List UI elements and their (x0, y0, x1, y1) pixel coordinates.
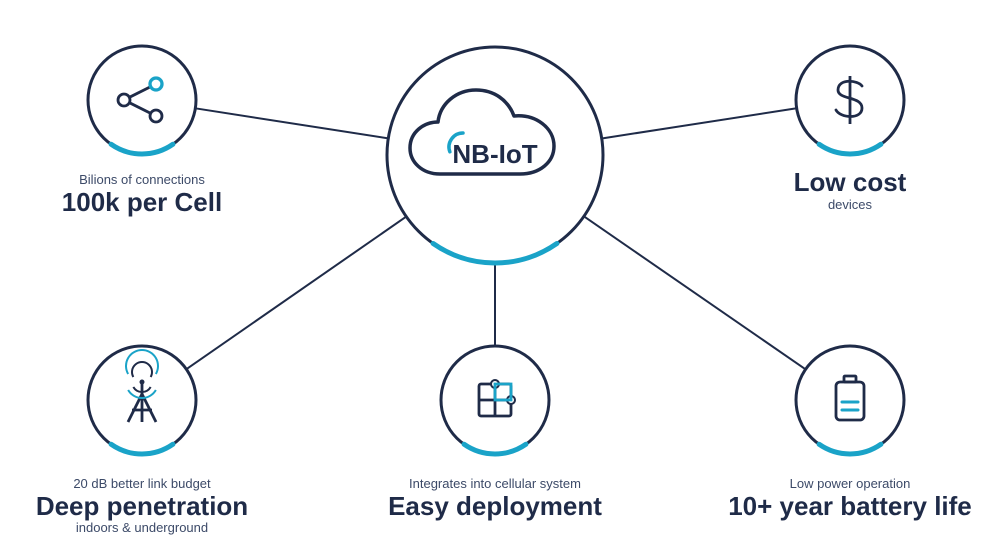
label-penetration: 20 dB better link budgetDeep penetration… (2, 476, 282, 536)
label-title-deployment: Easy deployment (345, 492, 645, 521)
diagram-svg: NB-IoT (0, 0, 990, 557)
node-lowcost (796, 46, 904, 154)
label-sub-lowcost: devices (750, 197, 950, 213)
label-sup-battery: Low power operation (700, 476, 990, 492)
label-title-battery: 10+ year battery life (700, 492, 990, 521)
label-lowcost: Low costdevices (750, 168, 950, 212)
label-deployment: Integrates into cellular systemEasy depl… (345, 476, 645, 520)
label-sub-penetration: indoors & underground (2, 520, 282, 536)
label-sup-connections: Bilions of connections (27, 172, 257, 188)
label-connections: Bilions of connections100k per Cell (27, 172, 257, 216)
share-icon (150, 78, 162, 90)
edge-battery (584, 216, 806, 369)
center-label: NB-IoT (452, 139, 537, 169)
node-deployment (441, 346, 549, 454)
label-title-lowcost: Low cost (750, 168, 950, 197)
node-penetration (88, 346, 196, 454)
edge-lowcost (602, 108, 797, 138)
label-battery: Low power operation10+ year battery life (700, 476, 990, 520)
label-title-penetration: Deep penetration (2, 492, 282, 521)
edge-connections (195, 108, 388, 138)
node-connections (88, 46, 196, 154)
label-sup-penetration: 20 dB better link budget (2, 476, 282, 492)
label-sup-deployment: Integrates into cellular system (345, 476, 645, 492)
edge-penetration (186, 217, 406, 370)
label-title-connections: 100k per Cell (27, 188, 257, 217)
center-node: NB-IoT (387, 47, 603, 263)
node-battery (796, 346, 904, 454)
diagram-stage: NB-IoT Bilions of connections100k per Ce… (0, 0, 990, 557)
